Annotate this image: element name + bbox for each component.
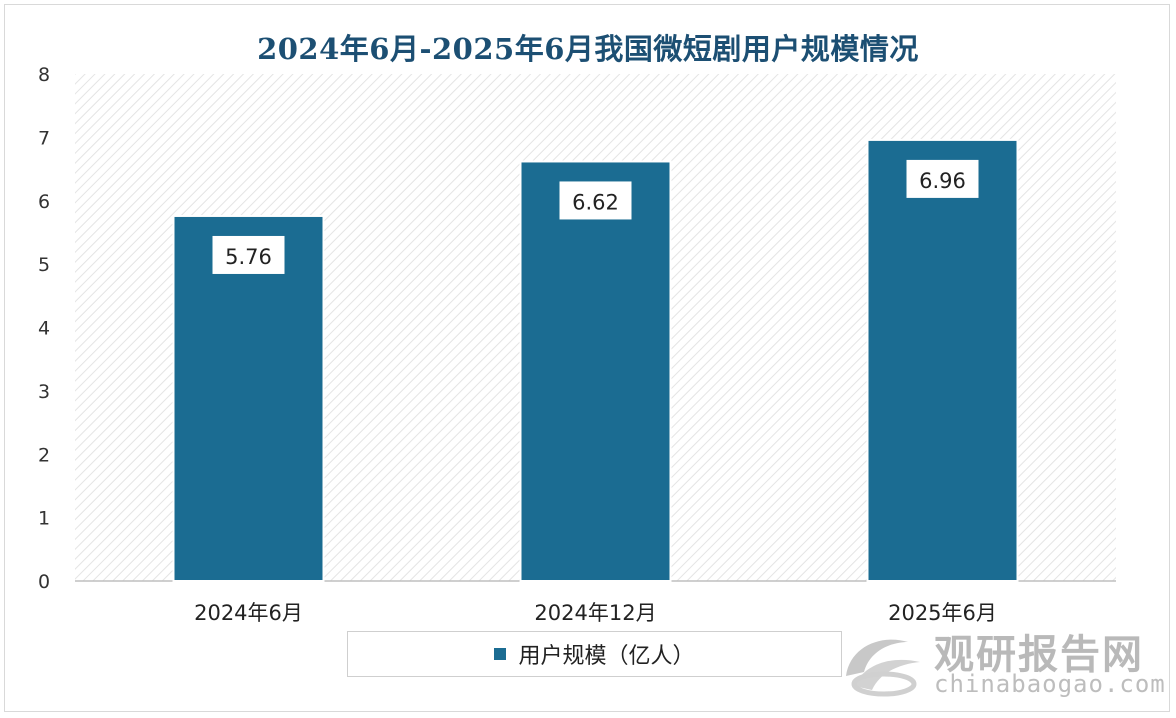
watermark-url: chinabaogao.com [934, 670, 1166, 698]
data-label-box [212, 235, 285, 274]
bar [519, 160, 672, 583]
watermark: 观研报告网 chinabaogao.com [836, 614, 1166, 704]
y-tick-label: 5 [38, 254, 50, 276]
y-tick-label: 7 [38, 127, 50, 149]
y-tick-label: 8 [38, 64, 50, 86]
y-tick-label: 1 [38, 508, 50, 530]
legend-swatch [494, 648, 507, 660]
y-tick-label: 3 [38, 381, 50, 403]
watermark-name: 观研报告网 [934, 632, 1144, 678]
chart-legend: 用户规模（亿人） [347, 631, 842, 677]
x-tick-label: 2024年12月 [534, 601, 656, 625]
bar [172, 214, 325, 583]
y-tick-label: 6 [38, 191, 50, 213]
y-tick-label: 4 [38, 318, 50, 340]
data-label: 6.62 [572, 190, 619, 214]
x-tick-label: 2025年6月 [888, 601, 997, 625]
data-label-box [906, 159, 979, 198]
watermark-logo-icon [846, 639, 920, 697]
data-label-box [559, 181, 632, 220]
legend-label: 用户规模（亿人） [518, 644, 695, 669]
y-tick-label: 0 [38, 571, 50, 593]
chart-title: 2024年6月-2025年6月我国微短剧用户规模情况 [257, 32, 919, 66]
x-tick-label: 2024年6月 [194, 601, 303, 625]
data-label: 6.96 [919, 169, 966, 193]
bar [866, 138, 1019, 582]
data-label: 5.76 [225, 245, 272, 269]
y-tick-label: 2 [38, 444, 50, 466]
